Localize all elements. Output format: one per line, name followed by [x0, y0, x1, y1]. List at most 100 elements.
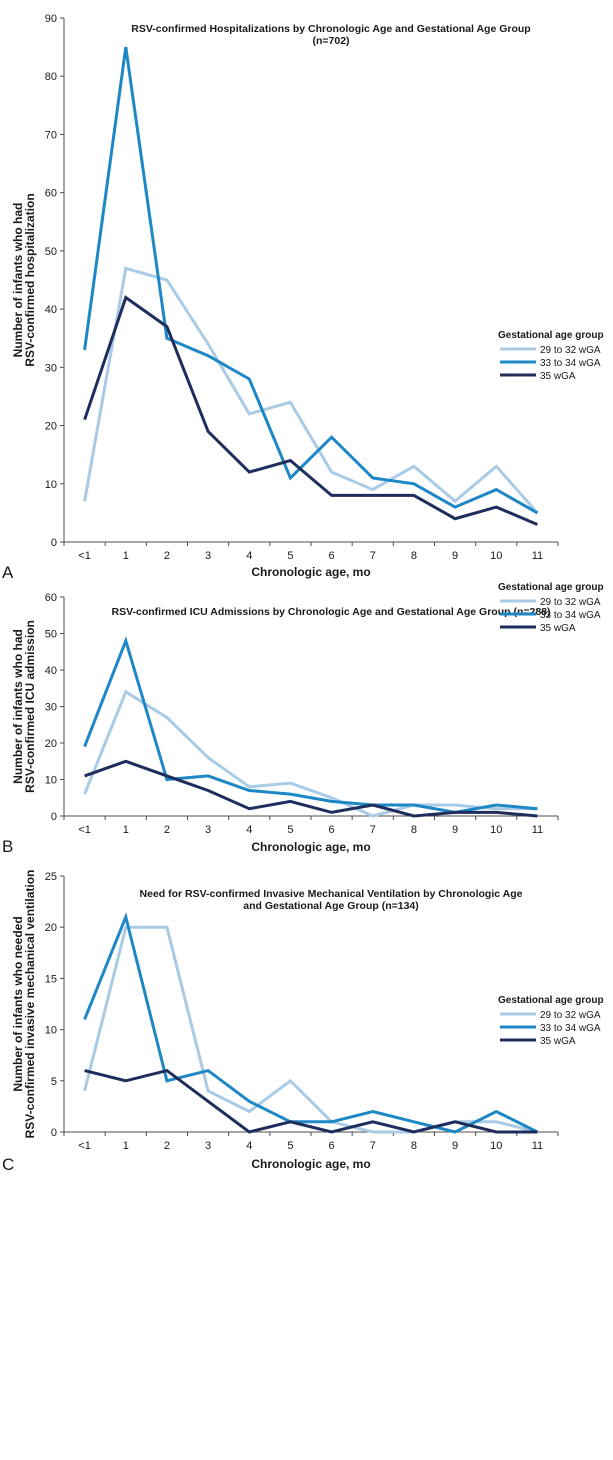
chart-b-x-tick-label: 4	[246, 824, 252, 836]
chart-c: Need for RSV-confirmed Invasive Mechanic…	[2, 870, 604, 1174]
chart-a-x-tick-label: 11	[532, 550, 543, 562]
chart-b-legend: Gestational age group 29 to 32 wGA 33 to 3…	[498, 582, 604, 634]
chart-b-x-tick-label: 6	[329, 824, 335, 836]
chart-c-y-tick-label: 25	[45, 871, 57, 883]
chart-c-x-tick-label: 6	[329, 1140, 335, 1152]
chart-b-x-tick-label: 5	[287, 824, 293, 836]
chart-b: RSV-confirmed ICU Admissions by Chronolo…	[2, 582, 604, 856]
chart-b-title: RSV-confirmed ICU Admissions by Chronolo…	[111, 606, 550, 618]
chart-a: RSV-confirmed Hospitalizations by Chrono…	[2, 13, 604, 582]
chart-a-series-line-2	[83, 46, 539, 515]
chart-c-x-tick-label: 5	[287, 1140, 293, 1152]
chart-c-x-tick-label: 8	[411, 1140, 417, 1152]
chart-b-panel-letter: B	[2, 837, 13, 856]
chart-c-x-tick-label: 3	[205, 1140, 211, 1152]
chart-c-y-tick-label: 20	[45, 922, 57, 934]
chart-b-y-tick-label: 60	[45, 592, 57, 604]
chart-a-y-tick-label: 0	[51, 537, 57, 549]
chart-a-x-tick-label: 4	[246, 550, 252, 562]
chart-a-y-tick-label: 70	[45, 129, 57, 141]
chart-a-y-tick-label: 10	[45, 479, 57, 491]
chart-b-legend-title: Gestational age group	[498, 582, 604, 593]
chart-b-x-tick-label: 2	[164, 824, 170, 836]
chart-a-x-tick-label: <1	[78, 550, 91, 562]
chart-c-x-tick-label: 10	[490, 1140, 502, 1152]
chart-c-y-tick-label: 15	[45, 973, 57, 985]
chart-a-y-tick-label: 30	[45, 362, 57, 374]
chart-c-x-tick-label: 11	[532, 1140, 543, 1152]
chart-a-x-tick-label: 3	[205, 550, 211, 562]
chart-b-y-tick-label: 50	[45, 629, 57, 641]
chart-a-y-tick-label: 20	[45, 421, 57, 433]
chart-c-x-tick-label: 1	[123, 1140, 129, 1152]
chart-c-y-tick-label: 10	[45, 1025, 57, 1037]
chart-a-x-tick-label: 5	[287, 550, 293, 562]
chart-b-y-axis-label: Number of infants who had	[11, 629, 25, 784]
chart-c-x-tick-label: <1	[78, 1140, 91, 1152]
chart-b-x-tick-label: 8	[411, 824, 417, 836]
chart-a-y-tick-label: 50	[45, 246, 57, 258]
chart-c-y-axis-label: Number of infants who needed	[11, 916, 25, 1091]
chart-c-legend-entry: 35 wGA	[540, 1036, 576, 1047]
chart-c-series-line-1	[83, 925, 538, 1134]
chart-b-legend-entry: 33 to 34 wGA	[540, 610, 601, 621]
chart-b-y-tick-label: 40	[45, 665, 57, 677]
chart-b-x-tick-label: 1	[123, 824, 129, 836]
chart-b-y-tick-label: 0	[51, 811, 57, 823]
chart-a-y-axis-label: Number of infants who had	[11, 203, 25, 358]
chart-a-x-axis-label: Chronologic age, mo	[251, 565, 370, 579]
chart-b-y-tick-label: 10	[45, 775, 57, 787]
chart-c-legend-entry: 33 to 34 wGA	[540, 1023, 601, 1034]
chart-b-x-tick-label: 11	[532, 824, 543, 836]
chart-a-series-line-3	[83, 295, 538, 526]
chart-c-x-axis-label: Chronologic age, mo	[251, 1157, 370, 1171]
chart-b-legend-entry: 35 wGA	[540, 623, 576, 634]
chart-b-y-axis-label-line2: RSV-confirmed ICU admission	[23, 620, 37, 793]
chart-c-legend-title: Gestational age group	[498, 995, 604, 1006]
chart-a-panel-letter: A	[2, 563, 14, 582]
chart-c-y-tick-label: 0	[51, 1127, 57, 1139]
chart-a-x-tick-label: 6	[329, 550, 335, 562]
chart-a-x-tick-label: 1	[123, 550, 129, 562]
chart-b-y-tick-label: 20	[45, 738, 57, 750]
chart-a-legend-title: Gestational age group	[498, 330, 604, 341]
chart-b-x-tick-label: <1	[78, 824, 91, 836]
chart-a-legend-entry: 33 to 34 wGA	[540, 358, 601, 369]
chart-b-series-line-2	[83, 636, 538, 814]
chart-a-x-tick-label: 10	[490, 550, 502, 562]
chart-c-title: Need for RSV-confirmed Invasive Mechanic…	[140, 888, 523, 900]
chart-c-panel-letter: C	[2, 1155, 14, 1174]
chart-a-series-line-1	[83, 266, 539, 514]
chart-a-y-tick-label: 80	[45, 71, 57, 83]
chart-c-x-tick-label: 9	[452, 1140, 458, 1152]
chart-c-title-line2: and Gestational Age Group (n=134)	[243, 900, 419, 912]
chart-b-legend-entry: 29 to 32 wGA	[540, 597, 601, 608]
chart-b-x-tick-label: 9	[452, 824, 458, 836]
chart-b-x-tick-label: 7	[370, 824, 376, 836]
chart-b-x-tick-label: 3	[205, 824, 211, 836]
chart-a-x-tick-label: 7	[370, 550, 376, 562]
chart-a-y-tick-label: 90	[45, 13, 57, 25]
chart-c-series-line-3	[84, 1068, 538, 1134]
chart-b-y-tick-label: 30	[45, 702, 57, 714]
chart-b-series-line-1	[83, 689, 538, 818]
chart-a-legend-entry: 29 to 32 wGA	[540, 345, 601, 356]
chart-b-x-axis-label: Chronologic age, mo	[251, 840, 370, 854]
chart-a-y-axis-label-line2: RSV-confirmed hospitalization	[23, 193, 37, 366]
chart-a-title: RSV-confirmed Hospitalizations by Chrono…	[131, 23, 530, 35]
chart-c-legend-entry: 29 to 32 wGA	[540, 1010, 601, 1021]
chart-c-y-axis-label-line2: RSV-confirmed invasive mechanical ventil…	[23, 870, 37, 1139]
chart-b-series-line-3	[84, 759, 538, 818]
chart-c-x-tick-label: 4	[246, 1140, 252, 1152]
chart-a-legend: Gestational age group 29 to 32 wGA 33 to 3…	[498, 330, 604, 382]
chart-c-x-tick-label: 2	[164, 1140, 170, 1152]
chart-c-legend: Gestational age group 29 to 32 wGA 33 to 3…	[498, 995, 604, 1047]
chart-a-x-tick-label: 9	[452, 550, 458, 562]
chart-c-x-tick-label: 7	[370, 1140, 376, 1152]
chart-a-y-tick-label: 60	[45, 188, 57, 200]
chart-a-legend-entry: 35 wGA	[540, 371, 576, 382]
chart-c-series-line-2	[83, 912, 539, 1134]
chart-a-title-line2: (n=702)	[312, 35, 349, 47]
chart-c-y-tick-label: 5	[51, 1076, 57, 1088]
